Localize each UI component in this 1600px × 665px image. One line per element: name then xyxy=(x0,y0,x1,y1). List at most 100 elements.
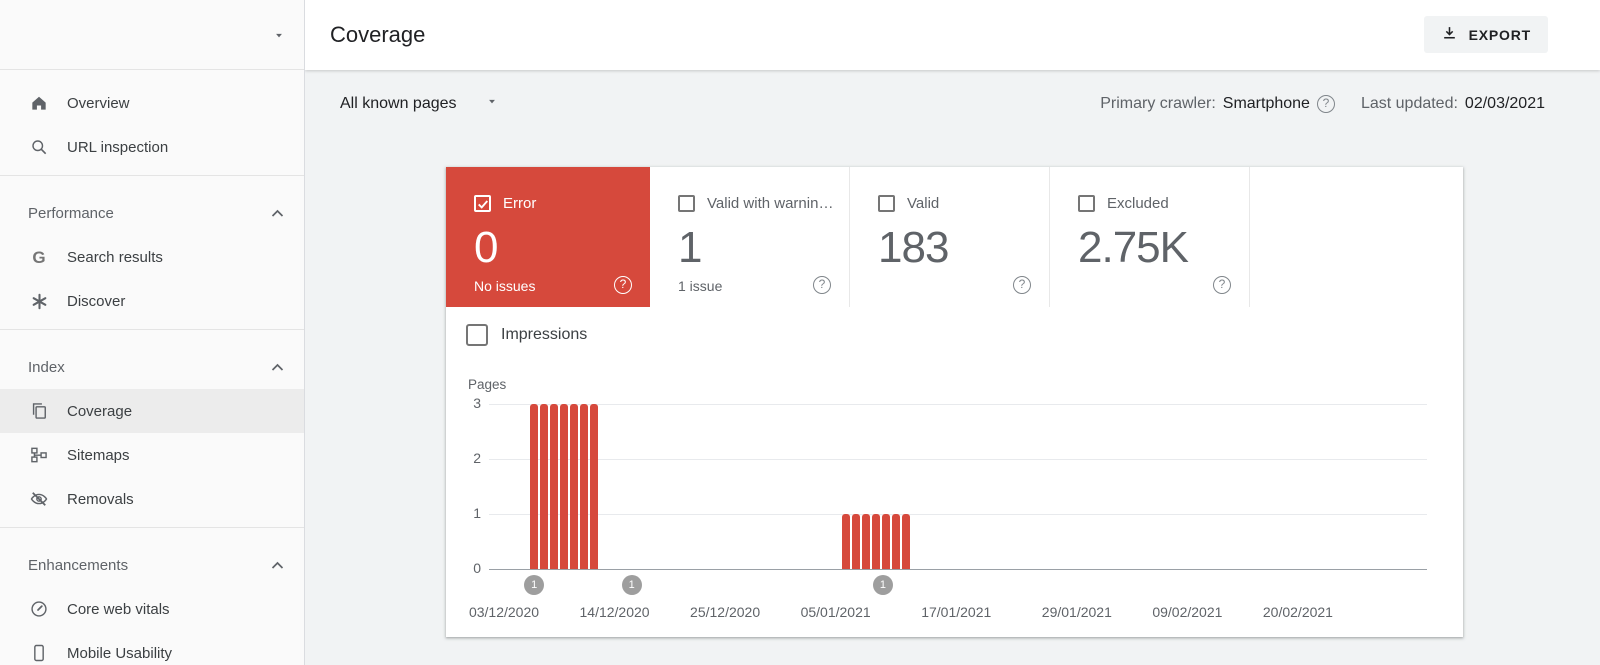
sidebar-item-url-inspection[interactable]: URL inspection xyxy=(0,125,304,169)
sidebar-item-label: Removals xyxy=(67,490,134,508)
chart-gridline xyxy=(489,404,1427,405)
error-checkbox[interactable] xyxy=(474,195,491,212)
impressions-toggle[interactable]: Impressions xyxy=(466,324,587,346)
status-card-label: Error xyxy=(503,195,537,212)
chart-bar[interactable] xyxy=(570,404,579,569)
sidebar-item-mobile-usability[interactable]: Mobile Usability xyxy=(0,631,304,665)
y-axis-tick-label: 0 xyxy=(473,560,481,576)
chart-bar[interactable] xyxy=(530,404,539,569)
divider xyxy=(0,527,304,528)
impressions-label: Impressions xyxy=(501,326,588,343)
help-icon[interactable]: ? xyxy=(813,276,831,294)
excluded-checkbox[interactable] xyxy=(1078,195,1095,212)
chart-bar[interactable] xyxy=(540,404,549,569)
help-icon[interactable]: ? xyxy=(1013,276,1031,294)
crawler-value: Smartphone xyxy=(1222,95,1310,112)
help-icon[interactable]: ? xyxy=(1316,95,1335,113)
download-icon xyxy=(1441,25,1458,45)
valid-with-warnings-checkbox[interactable] xyxy=(678,195,695,212)
search-icon xyxy=(28,137,50,157)
chevron-down-icon xyxy=(272,28,286,47)
eye-off-icon xyxy=(28,489,50,509)
impressions-checkbox[interactable] xyxy=(466,324,488,346)
chart-event-marker[interactable]: 1 xyxy=(524,575,545,595)
chart-bar[interactable] xyxy=(560,404,569,569)
status-card-valid-with-warnings[interactable]: Valid with warnin… 1 1 issue ? xyxy=(650,167,850,307)
sidebar-item-coverage[interactable]: Coverage xyxy=(0,389,304,433)
x-axis-tick-label: 29/01/2021 xyxy=(1041,604,1112,620)
chart-event-marker[interactable]: 1 xyxy=(621,575,642,595)
chevron-up-icon xyxy=(271,359,284,376)
sidebar-item-discover[interactable]: Discover xyxy=(0,279,304,323)
chart-bar[interactable] xyxy=(871,514,880,569)
sidebar-item-label: Sitemaps xyxy=(67,446,130,464)
chart-bar[interactable] xyxy=(902,514,910,569)
property-selector[interactable] xyxy=(0,0,304,70)
sidebar-item-label: URL inspection xyxy=(67,138,169,156)
chevron-up-icon xyxy=(271,557,284,574)
section-header-index[interactable]: Index xyxy=(0,345,304,389)
sidebar-item-label: Search results xyxy=(67,248,163,266)
chart-gridline xyxy=(489,459,1427,460)
sidebar-item-core-web-vitals[interactable]: Core web vitals xyxy=(0,587,304,631)
status-card-valid[interactable]: Valid 183 ? xyxy=(850,167,1050,307)
status-card-value: 0 xyxy=(474,223,498,272)
speedometer-icon xyxy=(28,599,50,619)
x-axis-tick-label: 03/12/2020 xyxy=(468,604,540,620)
chart-bar[interactable] xyxy=(590,404,599,569)
status-card-value: 2.75K xyxy=(1078,223,1189,272)
last-updated-value: 02/03/2021 xyxy=(1464,95,1545,112)
status-card-label: Valid xyxy=(907,195,940,212)
status-card-error[interactable]: Error 0 No issues ? xyxy=(446,167,650,307)
section-header-enhancements[interactable]: Enhancements xyxy=(0,543,304,587)
x-axis-tick-label: 09/02/2021 xyxy=(1152,604,1223,620)
y-axis-tick-label: 1 xyxy=(473,505,481,521)
crawler-label: Primary crawler: xyxy=(1100,95,1216,112)
home-icon xyxy=(28,93,50,113)
chart-bar[interactable] xyxy=(891,514,900,569)
export-button[interactable]: EXPORT xyxy=(1423,16,1548,53)
section-header-performance[interactable]: Performance xyxy=(0,191,304,235)
y-axis-tick-label: 3 xyxy=(473,395,481,411)
sidebar-item-label: Mobile Usability xyxy=(67,644,173,662)
sidebar-item-removals[interactable]: Removals xyxy=(0,477,304,521)
chart-event-marker[interactable]: 1 xyxy=(872,575,893,595)
divider xyxy=(0,329,304,330)
chart-y-axis-title: Pages xyxy=(468,377,507,392)
divider xyxy=(0,175,304,176)
google-g-icon: G xyxy=(32,247,46,267)
sidebar-item-label: Core web vitals xyxy=(67,600,170,618)
page-scope-dropdown[interactable]: All known pages xyxy=(340,94,499,113)
chart-bar[interactable] xyxy=(861,514,870,569)
chart-bar[interactable] xyxy=(881,514,890,569)
main-content: Coverage EXPORT All known pages Primary … xyxy=(305,0,1600,665)
sidebar-item-overview[interactable]: Overview xyxy=(0,81,304,125)
chart-bar[interactable] xyxy=(851,514,860,569)
help-icon[interactable]: ? xyxy=(1213,276,1231,294)
sidebar-item-label: Coverage xyxy=(67,402,133,420)
chart-plot: 3 2 1 0 1 1 1 03/12/2020 14/12/2020 25/12/2020 05/… xyxy=(469,395,1427,620)
coverage-card: Error 0 No issues ? Valid with warnin… 1… xyxy=(446,167,1463,637)
chart-bar[interactable] xyxy=(841,514,850,569)
status-card-filler xyxy=(1250,167,1463,307)
sitemap-tree-icon xyxy=(28,445,50,465)
page-header: Coverage EXPORT xyxy=(305,0,1600,70)
sidebar-item-label: Overview xyxy=(67,94,130,112)
chart-bar[interactable] xyxy=(580,404,589,569)
chevron-up-icon xyxy=(271,205,284,222)
valid-checkbox[interactable] xyxy=(878,195,895,212)
status-card-excluded[interactable]: Excluded 2.75K ? xyxy=(1050,167,1250,307)
discover-asterisk-icon xyxy=(28,292,50,311)
chart-bar[interactable] xyxy=(550,404,559,569)
sidebar-item-search-results[interactable]: G Search results xyxy=(0,235,304,279)
sidebar-item-sitemaps[interactable]: Sitemaps xyxy=(0,433,304,477)
x-axis-tick-label: 25/12/2020 xyxy=(690,604,761,620)
x-axis-tick-label: 05/01/2021 xyxy=(800,604,871,620)
phone-icon xyxy=(28,643,50,663)
help-icon[interactable]: ? xyxy=(614,276,632,294)
status-card-subtext: 1 issue xyxy=(678,278,723,294)
y-axis-tick-label: 2 xyxy=(473,450,481,466)
chevron-down-icon xyxy=(485,94,499,113)
sidebar-item-label: Discover xyxy=(67,292,126,310)
